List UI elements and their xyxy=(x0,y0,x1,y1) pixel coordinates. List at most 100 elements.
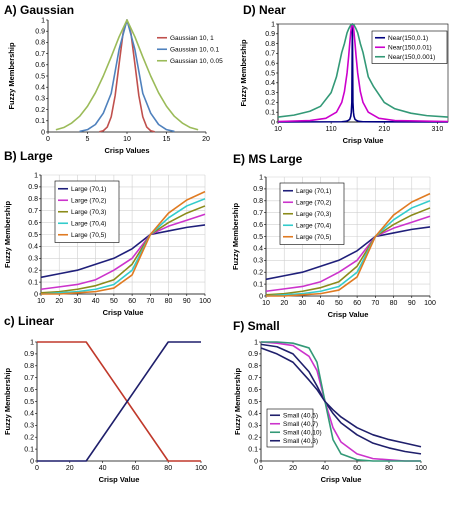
y-tick-label: 0.3 xyxy=(28,256,38,263)
y-tick-label: 0.5 xyxy=(265,70,275,77)
x-tick-label: 50 xyxy=(335,300,343,307)
series-line-1 xyxy=(37,341,201,462)
y-tick-label: 0 xyxy=(259,293,263,300)
series-line-1 xyxy=(99,19,155,133)
y-tick-label: 1 xyxy=(41,17,45,24)
series-line-2 xyxy=(260,341,421,462)
legend-entry: Large (70,2) xyxy=(296,200,331,207)
y-tick-label: 0.5 xyxy=(35,73,45,80)
y-tick-label: 0 xyxy=(34,291,38,298)
y-tick-label: 0.8 xyxy=(248,363,258,370)
y-tick-label: 0.6 xyxy=(248,387,258,394)
legend-entry: Gaussian 10, 0.1 xyxy=(170,47,220,54)
y-tick-label: 0.6 xyxy=(35,62,45,69)
x-tick-label: 0 xyxy=(35,465,39,472)
y-tick-label: 1 xyxy=(34,172,38,179)
x-tick-label: 40 xyxy=(92,298,100,305)
y-tick-label: 0.1 xyxy=(248,446,258,453)
y-tick-label: 0.7 xyxy=(265,51,275,58)
legend-entry: Large (70,5) xyxy=(296,234,331,241)
x-tick-label: 30 xyxy=(299,300,307,307)
x-tick-label: 20 xyxy=(280,300,288,307)
legend-entry: Near(150,0.1) xyxy=(388,35,428,42)
legend-entry: Large (70,3) xyxy=(71,209,106,216)
panel-b: B) Large 0 0.1 0.2 0.3 0.4 0.5 0.6 0.7 0.8 0.9 1 10 2… xyxy=(3,149,211,317)
y-tick-label: 0.1 xyxy=(253,281,263,288)
legend-entry: Large (70,4) xyxy=(296,223,331,230)
x-tick-label: 5 xyxy=(86,136,90,143)
x-tick-label: 0 xyxy=(46,136,50,143)
y-tick-label: 0.3 xyxy=(265,90,275,97)
y-tick-label: 0.3 xyxy=(24,423,34,430)
y-tick-label: 0.2 xyxy=(265,100,275,107)
y-tick-label: 0.2 xyxy=(253,270,263,277)
y-tick-label: 0.4 xyxy=(28,244,38,251)
y-axis-label: Fuzzy Membership xyxy=(233,368,242,436)
y-tick-label: 0.2 xyxy=(28,268,38,275)
chart-title: D) Near xyxy=(243,3,286,17)
series-line-3 xyxy=(277,23,449,118)
series-line-2 xyxy=(40,213,206,291)
x-tick-label: 60 xyxy=(132,465,140,472)
y-axis-label: Fuzzy Membership xyxy=(3,368,12,436)
y-tick-label: 0.1 xyxy=(35,118,45,125)
y-tick-label: 0.3 xyxy=(248,423,258,430)
chart-title: E) MS Large xyxy=(233,152,303,166)
y-tick-label: 0 xyxy=(30,458,34,465)
panel-c: c) Linear 0 0.1 0.2 0.3 0.4 0.5 0.6 0.7 0.8 0.9 1 0 2… xyxy=(3,314,207,484)
series-line-2 xyxy=(265,215,431,293)
x-tick-label: 0 xyxy=(259,465,263,472)
y-tick-label: 0.9 xyxy=(28,184,38,191)
series-line-3 xyxy=(261,341,421,462)
series-line-1 xyxy=(265,226,431,281)
x-axis-label: Crisp Values xyxy=(104,146,149,155)
chart-title: c) Linear xyxy=(4,314,54,328)
x-tick-label: 30 xyxy=(74,298,82,305)
x-tick-label: 100 xyxy=(424,300,436,307)
legend-entry: Small (40,10) xyxy=(283,430,322,437)
y-tick-label: 0.6 xyxy=(265,61,275,68)
y-tick-label: 0.4 xyxy=(248,411,258,418)
x-tick-label: 60 xyxy=(128,298,136,305)
y-tick-label: 0.1 xyxy=(28,279,38,286)
series-line-3 xyxy=(40,205,206,294)
x-tick-label: 20 xyxy=(66,465,74,472)
x-tick-label: 10 xyxy=(37,298,45,305)
y-tick-label: 0.1 xyxy=(24,446,34,453)
series-line-2 xyxy=(79,19,175,133)
y-tick-label: 0.9 xyxy=(35,29,45,36)
y-tick-label: 0.9 xyxy=(24,351,34,358)
x-tick-label: 15 xyxy=(163,136,171,143)
series-line-4 xyxy=(260,347,422,448)
y-tick-label: 0.4 xyxy=(35,85,45,92)
series-line-4 xyxy=(265,200,431,297)
x-tick-label: 100 xyxy=(195,465,207,472)
y-tick-label: 0.6 xyxy=(24,387,34,394)
x-tick-label: 60 xyxy=(353,465,361,472)
legend: Large (70,1) Large (70,2) Large (70,3) Larg… xyxy=(54,180,120,243)
x-axis-label: Crisp Value xyxy=(321,475,362,484)
y-tick-label: 0.8 xyxy=(253,198,263,205)
y-tick-label: 0 xyxy=(254,458,258,465)
legend-entry: Large (70,4) xyxy=(71,221,106,228)
y-tick-label: 0.6 xyxy=(253,222,263,229)
legend-entry: Large (70,1) xyxy=(296,188,331,195)
y-tick-label: 0 xyxy=(41,129,45,136)
x-tick-label: 40 xyxy=(317,300,325,307)
y-axis-label: Fuzzy Membership xyxy=(3,201,12,269)
y-tick-label: 0.8 xyxy=(265,41,275,48)
x-tick-label: 10 xyxy=(123,136,131,143)
x-axis-label: Crisp Value xyxy=(328,310,369,319)
legend-box xyxy=(371,30,448,64)
y-tick-label: 0.3 xyxy=(253,258,263,265)
y-tick-label: 0.1 xyxy=(265,110,275,117)
x-tick-label: 10 xyxy=(274,126,282,133)
y-axis-label: Fuzzy Membership xyxy=(7,42,16,110)
y-tick-label: 0 xyxy=(271,119,275,126)
series-line-4 xyxy=(40,198,206,295)
y-tick-label: 1 xyxy=(30,339,34,346)
legend-entry: Small (40,7) xyxy=(283,421,318,428)
x-tick-label: 20 xyxy=(289,465,297,472)
series-line-1 xyxy=(260,343,422,455)
x-axis-label: Crisp Value xyxy=(343,136,384,145)
